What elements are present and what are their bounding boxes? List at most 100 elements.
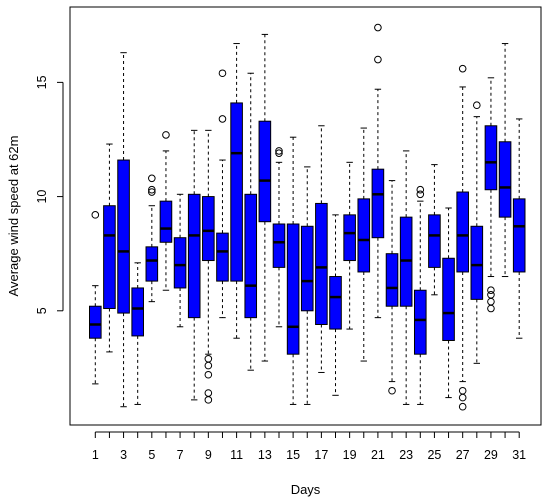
box-day-25 bbox=[428, 164, 441, 296]
plot-frame bbox=[69, 6, 542, 426]
box-day-16 bbox=[300, 166, 314, 405]
box-day-10 bbox=[216, 69, 229, 319]
x-tick-label: 1 bbox=[92, 448, 99, 462]
box-day-3 bbox=[117, 52, 130, 408]
x-tick-label: 25 bbox=[427, 448, 441, 462]
outlier-point bbox=[487, 291, 495, 299]
x-tick-label: 21 bbox=[371, 448, 385, 462]
box-body bbox=[456, 191, 469, 273]
x-tick-label: 31 bbox=[512, 448, 526, 462]
box-day-17 bbox=[315, 125, 328, 373]
outlier-point bbox=[374, 23, 382, 32]
y-axis-title: Average wind speed at 62m bbox=[6, 136, 21, 297]
box-body bbox=[173, 237, 187, 289]
outlier-point bbox=[162, 131, 170, 139]
box-body bbox=[272, 223, 286, 268]
box-body bbox=[187, 193, 201, 319]
x-tick-label: 17 bbox=[314, 448, 328, 462]
outlier-point bbox=[204, 370, 213, 379]
box-marks bbox=[89, 23, 526, 411]
y-tick-label: 10 bbox=[35, 190, 49, 204]
box-day-28 bbox=[470, 101, 484, 364]
outlier-point bbox=[204, 361, 213, 370]
outlier-point bbox=[218, 115, 227, 123]
outlier-point bbox=[91, 211, 100, 219]
outlier-point bbox=[388, 386, 396, 395]
outlier-point bbox=[218, 69, 227, 78]
box-day-31 bbox=[512, 118, 526, 339]
box-day-2 bbox=[103, 143, 116, 353]
outlier-point bbox=[148, 185, 156, 194]
box-body bbox=[428, 214, 441, 268]
outlier-point bbox=[487, 297, 495, 306]
box-day-23 bbox=[399, 150, 413, 405]
box-body bbox=[498, 141, 512, 218]
box-day-24 bbox=[413, 185, 427, 405]
box-day-18 bbox=[329, 214, 342, 396]
y-axis: 5 10 15 bbox=[35, 75, 64, 314]
x-axis-title: Days bbox=[291, 482, 321, 497]
x-tick-label: 9 bbox=[205, 448, 212, 462]
y-tick-label: 15 bbox=[35, 75, 49, 89]
outlier-point bbox=[458, 393, 467, 402]
box-body bbox=[117, 159, 130, 314]
x-tick-label: 5 bbox=[148, 448, 155, 462]
box-day-8 bbox=[187, 129, 201, 401]
box-day-26 bbox=[442, 207, 455, 399]
box-body bbox=[216, 232, 229, 282]
x-tick-label: 3 bbox=[120, 448, 127, 462]
box-day-30 bbox=[498, 43, 512, 278]
box-day-12 bbox=[244, 72, 258, 371]
box-day-4 bbox=[131, 262, 144, 405]
box-body bbox=[159, 200, 173, 243]
x-axis: 1 3 5 7 9 11 13 15 17 19 21 23 25 27 29 31 bbox=[92, 431, 526, 462]
x-tick-label: 11 bbox=[230, 448, 243, 462]
outlier-point bbox=[458, 386, 467, 395]
outlier-point bbox=[416, 185, 425, 194]
box-body bbox=[89, 305, 102, 339]
x-tick-label: 15 bbox=[286, 448, 300, 462]
outlier-point bbox=[487, 286, 495, 295]
outlier-point bbox=[374, 55, 382, 64]
outlier-point bbox=[458, 402, 467, 411]
box-body bbox=[103, 205, 116, 310]
x-tick-label: 27 bbox=[456, 448, 470, 462]
box-body bbox=[413, 289, 427, 355]
box-day-1 bbox=[89, 211, 102, 385]
box-day-22 bbox=[385, 180, 399, 395]
box-body bbox=[131, 287, 144, 337]
box-day-5 bbox=[145, 174, 159, 303]
x-tick-label: 23 bbox=[399, 448, 413, 462]
box-body bbox=[385, 253, 399, 307]
outlier-point bbox=[473, 101, 481, 110]
outlier-point bbox=[204, 389, 213, 397]
box-body bbox=[470, 225, 484, 300]
box-body bbox=[315, 202, 328, 325]
outlier-point bbox=[204, 396, 213, 404]
box-day-6 bbox=[159, 131, 173, 291]
box-body bbox=[484, 125, 498, 191]
box-body bbox=[512, 198, 526, 273]
box-day-9 bbox=[202, 129, 215, 404]
box-body bbox=[343, 214, 356, 262]
box-body bbox=[230, 102, 243, 282]
x-tick-label: 7 bbox=[177, 448, 184, 462]
box-body bbox=[286, 223, 300, 355]
outlier-point bbox=[148, 174, 156, 183]
box-body bbox=[300, 225, 314, 312]
box-body bbox=[371, 168, 385, 239]
box-day-21 bbox=[371, 23, 385, 319]
y-tick-label: 5 bbox=[35, 307, 49, 314]
box-body bbox=[357, 198, 371, 273]
box-day-20 bbox=[357, 127, 371, 362]
outlier-point bbox=[204, 354, 213, 363]
box-body bbox=[202, 196, 215, 262]
outlier-point bbox=[487, 304, 495, 313]
box-day-13 bbox=[258, 33, 272, 362]
box-day-14 bbox=[272, 147, 286, 328]
box-body bbox=[244, 193, 258, 319]
box-body bbox=[442, 257, 455, 341]
x-tick-label: 19 bbox=[343, 448, 357, 462]
outlier-point bbox=[416, 190, 425, 199]
